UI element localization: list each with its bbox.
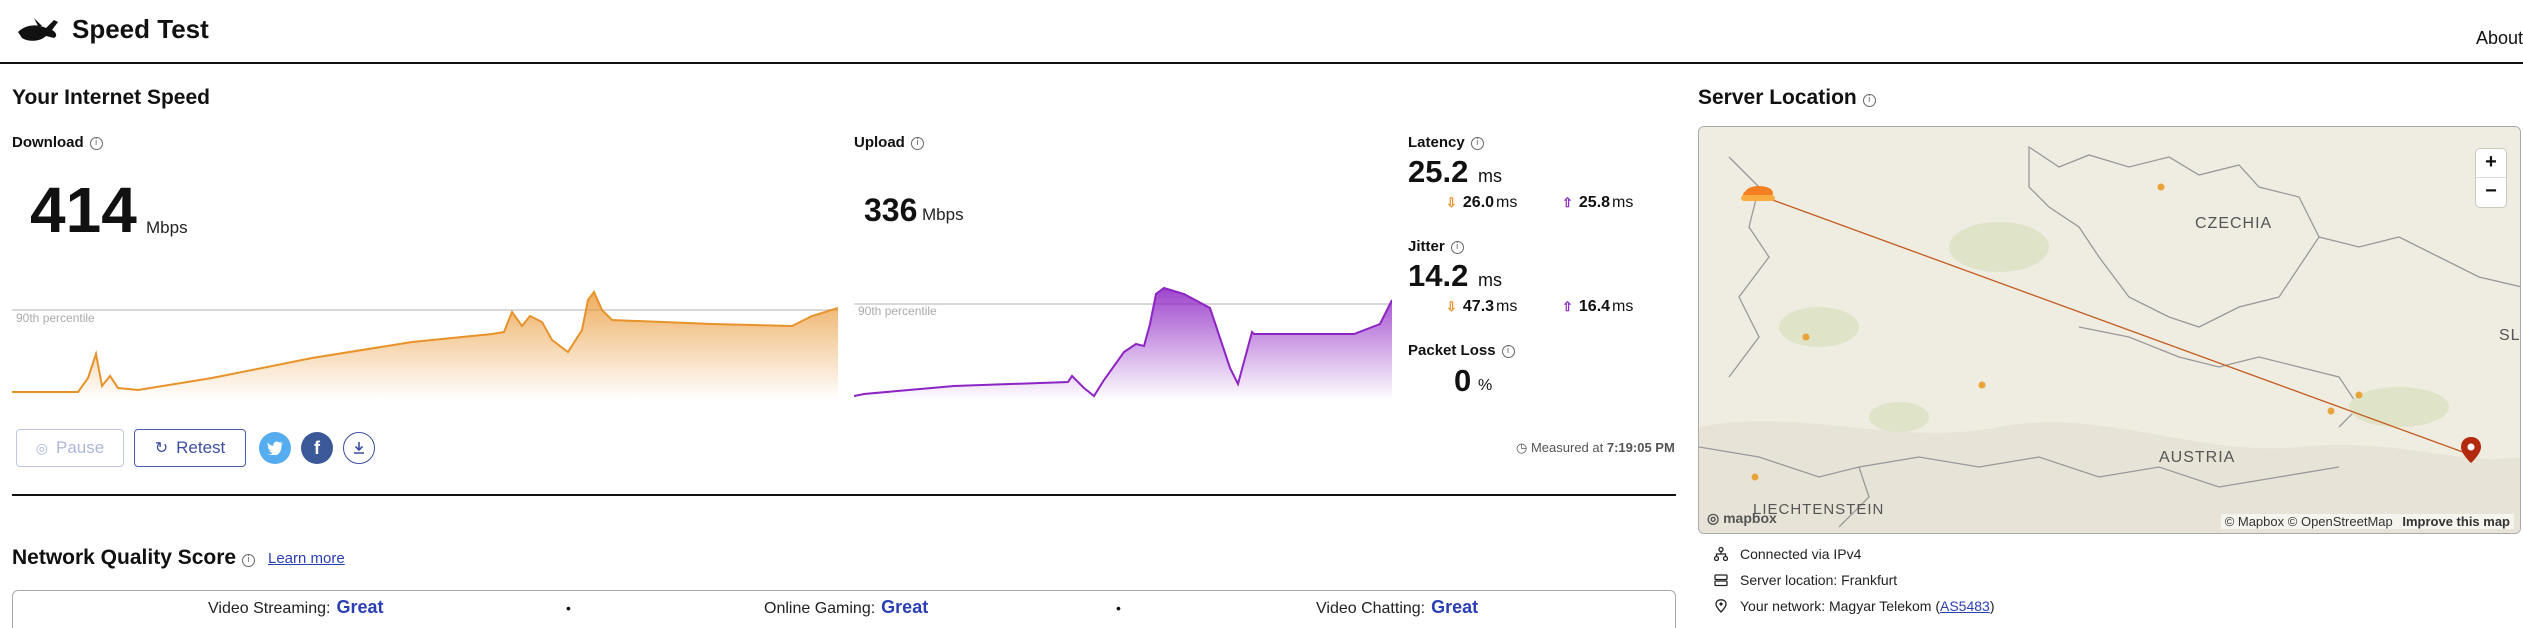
zoom-out-button[interactable]: − (2485, 180, 2497, 202)
video-streaming-score: Video Streaming: Great (208, 597, 384, 617)
border-slovakia (2318, 236, 2520, 288)
download-unit: Mbps (146, 218, 188, 237)
border-switzerland (1699, 446, 1870, 528)
latency-value: 25.2 (1408, 154, 1469, 189)
section-divider (12, 494, 1676, 496)
mapbox-attribution-link[interactable]: © Mapbox (2224, 514, 2285, 529)
refresh-icon: ↻ (154, 440, 169, 457)
twitter-share-button[interactable] (259, 432, 291, 464)
upload-unit: Mbps (922, 205, 964, 224)
rabbit-logo-icon (18, 18, 58, 41)
download-line (12, 290, 838, 393)
latency-download: ⇩ 26.0 ms (1446, 194, 1518, 211)
speed-section-title: Your Internet Speed (12, 86, 210, 109)
download-label: Download i (12, 134, 103, 151)
download-results-button[interactable] (343, 432, 375, 464)
server-section-title: Server Location i (1698, 86, 1876, 110)
download-value: 414 (30, 174, 137, 246)
map-label-czechia: CZECHIA (2195, 215, 2273, 232)
packet-loss-value: 0 (1454, 363, 1472, 398)
border-austria-north (2078, 326, 2360, 428)
upload-percentile-label: 90th percentile (858, 304, 937, 318)
border-germany-czechia (2028, 145, 2320, 328)
quality-score-box (12, 590, 1676, 628)
jitter-label: Jitter i (1408, 238, 1464, 255)
map-terrain (1699, 127, 2520, 533)
map-label-liechtenstein: LIECHTENSTEIN (1753, 501, 1885, 518)
measured-time: ◷ Measured at 7:19:05 PM (1516, 440, 1675, 455)
network-icon (1714, 547, 1728, 561)
network-info: Your network: Magyar Telekom (AS5483) (1714, 598, 1994, 614)
video-chatting-score: Video Chatting: Great (1316, 597, 1479, 617)
map-zoom-control: + − (2476, 149, 2506, 207)
server-location-info: Server location: Frankfurt (1714, 572, 1897, 588)
server-icon (1714, 573, 1728, 587)
clock-icon: ◷ (1516, 440, 1531, 455)
map-attribution: © Mapbox © OpenStreetMap Improve this ma… (2220, 514, 2514, 529)
download-icon (354, 442, 364, 454)
upload-value: 336 (864, 192, 918, 228)
upload-chart (854, 286, 1392, 400)
pause-icon: ◎ (35, 439, 48, 456)
upload-label: Upload i (854, 134, 924, 151)
download-arrow-icon: ⇩ (1446, 195, 1457, 210)
separator-dot: • (566, 600, 571, 616)
pause-button[interactable]: ◎ Pause (16, 429, 124, 467)
retest-button[interactable]: ↻ Retest (134, 429, 246, 467)
upload-arrow-icon: ⇧ (1562, 299, 1573, 314)
info-icon[interactable]: i (242, 554, 256, 567)
upload-line (854, 286, 1392, 398)
quality-section-title: Network Quality Score i (12, 546, 256, 570)
info-icon[interactable]: i (1470, 137, 1484, 150)
app-title: Speed Test (72, 14, 209, 44)
app-header: Speed Test About (0, 0, 2523, 64)
download-percentile-label: 90th percentile (16, 311, 95, 325)
improve-map-link[interactable]: Improve this map (2402, 514, 2510, 529)
about-link[interactable]: About (2475, 28, 2523, 48)
download-chart (12, 290, 838, 400)
packet-loss-label: Packet Loss i (1408, 342, 1515, 359)
facebook-icon: f (314, 437, 320, 458)
upload-area (854, 288, 1392, 400)
jitter-download: ⇩ 47.3 ms (1446, 298, 1518, 315)
border-austria-south (1858, 456, 2340, 488)
jitter-value: 14.2 (1408, 258, 1469, 293)
server-map[interactable]: CZECHIA AUSTRIA LIECHTENSTEIN SL + − ◎ m… (1698, 126, 2521, 534)
download-area (12, 292, 838, 400)
connected-info: Connected via IPv4 (1714, 546, 1861, 562)
jitter-unit: ms (1478, 270, 1502, 290)
facebook-share-button[interactable]: f (301, 432, 333, 464)
mapbox-logo[interactable]: ◎ mapbox (1707, 510, 1777, 526)
info-icon[interactable]: i (1862, 94, 1876, 107)
latency-upload: ⇧ 25.8 ms (1562, 194, 1634, 211)
cloudflare-server-icon (1741, 186, 1775, 201)
twitter-icon (267, 441, 283, 455)
latency-label: Latency i (1408, 134, 1484, 151)
zoom-in-button[interactable]: + (2476, 149, 2506, 178)
packet-loss-unit: % (1478, 377, 1493, 394)
info-icon[interactable]: i (89, 137, 103, 150)
latency-unit: ms (1478, 166, 1502, 186)
learn-more-link[interactable]: Learn more (268, 550, 345, 567)
map-label-slovakia: SL (2499, 327, 2521, 344)
asn-link[interactable]: AS5483 (1939, 598, 1990, 614)
osm-attribution-link[interactable]: © OpenStreetMap (2287, 514, 2393, 529)
upload-arrow-icon: ⇧ (1562, 195, 1573, 210)
connection-line (1758, 194, 2472, 456)
location-pin-icon (2461, 437, 2481, 463)
separator-dot: • (1116, 600, 1121, 616)
map-pin-icon (1714, 599, 1728, 613)
jitter-upload: ⇧ 16.4 ms (1562, 298, 1634, 315)
online-gaming-score: Online Gaming: Great (764, 597, 929, 617)
download-arrow-icon: ⇩ (1446, 299, 1457, 314)
info-icon[interactable]: i (1501, 345, 1515, 358)
info-icon[interactable]: i (910, 137, 924, 150)
info-icon[interactable]: i (1450, 241, 1464, 254)
map-label-austria: AUSTRIA (2159, 449, 2236, 466)
